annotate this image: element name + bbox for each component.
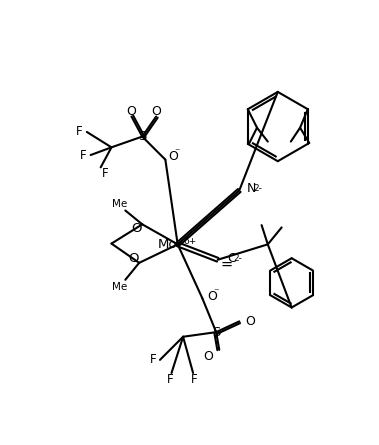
Text: F: F (149, 353, 156, 366)
Text: Mo: Mo (158, 238, 178, 251)
Text: F: F (76, 125, 83, 138)
Text: 6+: 6+ (184, 237, 197, 246)
Text: ⁻: ⁻ (213, 287, 219, 297)
Text: F: F (167, 372, 173, 386)
Text: =: = (221, 257, 233, 272)
Text: F: F (102, 167, 109, 180)
Text: S: S (212, 326, 220, 339)
Text: O: O (207, 290, 217, 303)
Text: Me: Me (111, 198, 127, 209)
Text: C: C (227, 252, 236, 266)
Text: ⁻: ⁻ (175, 147, 180, 157)
Text: O: O (151, 105, 161, 117)
Text: O: O (127, 105, 136, 117)
Text: 2-: 2- (253, 184, 262, 193)
Text: O: O (128, 252, 138, 266)
Text: S: S (138, 130, 146, 143)
Text: O: O (246, 315, 255, 328)
Text: F: F (80, 149, 87, 162)
Text: 2-: 2- (233, 255, 242, 263)
Text: N: N (247, 182, 256, 195)
Text: O: O (168, 150, 178, 163)
Text: O: O (203, 349, 213, 363)
Text: F: F (191, 372, 198, 386)
Text: Me: Me (111, 283, 127, 292)
Text: O: O (131, 222, 141, 235)
